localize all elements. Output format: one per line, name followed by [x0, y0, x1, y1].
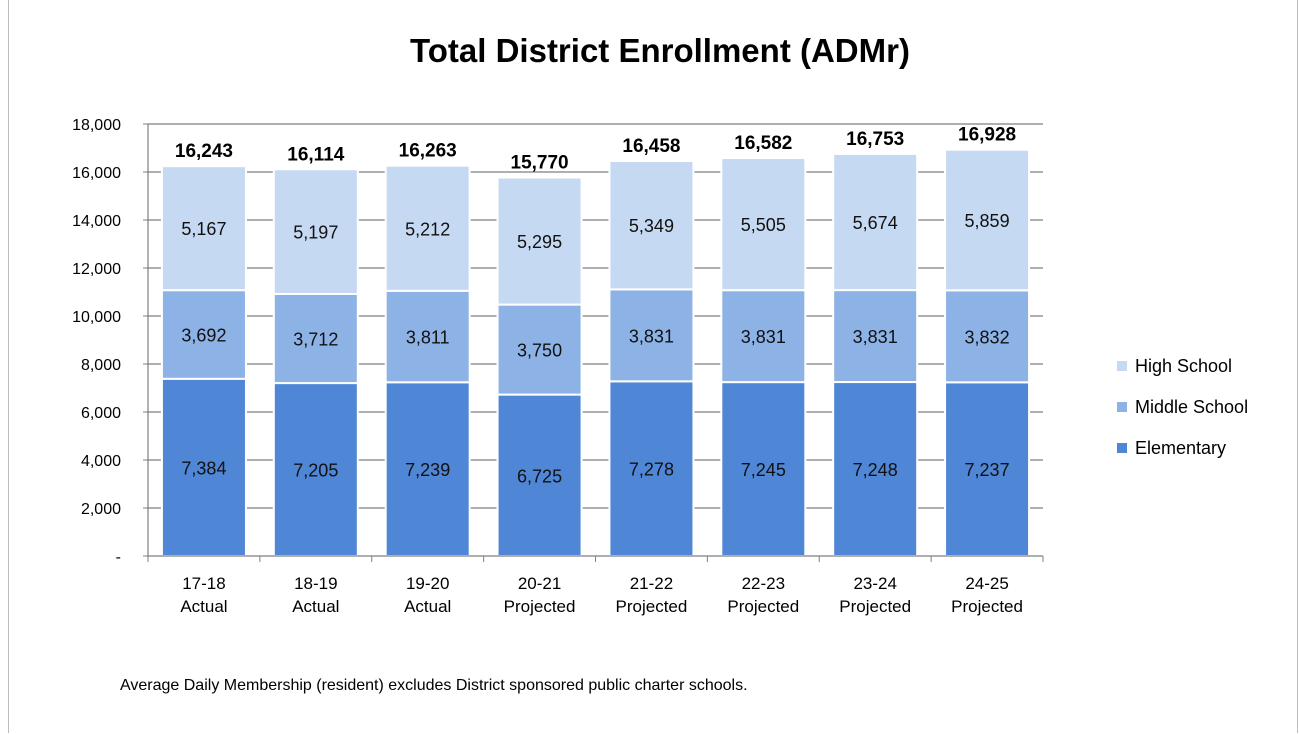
- bar-high-school: [608, 160, 695, 291]
- x-tick-label: 23-24: [853, 574, 896, 593]
- bar-elementary: [384, 381, 471, 557]
- data-label: 5,212: [405, 219, 450, 239]
- bar-high-school: [832, 152, 919, 292]
- data-label: 3,832: [965, 327, 1010, 347]
- bar-elementary: [608, 380, 695, 557]
- total-label: 16,114: [287, 144, 344, 165]
- data-label: 7,384: [181, 458, 226, 478]
- x-tick-label: Projected: [504, 597, 576, 616]
- bar-elementary: [272, 382, 359, 557]
- data-label: 3,831: [741, 327, 786, 347]
- bar-high-school: [720, 157, 807, 292]
- legend-label: Middle School: [1135, 397, 1248, 417]
- y-tick-label: 6,000: [81, 405, 121, 422]
- bar-middle-school: [272, 292, 359, 385]
- x-tick-label: 21-22: [630, 574, 673, 593]
- x-tick-label: Projected: [839, 597, 911, 616]
- legend-label: Elementary: [1135, 438, 1226, 458]
- data-label: 7,239: [405, 460, 450, 480]
- y-tick-label: 16,000: [72, 165, 121, 182]
- y-tick-label: 18,000: [72, 117, 121, 134]
- total-label: 16,263: [399, 141, 457, 162]
- bar-elementary: [720, 381, 807, 557]
- x-tick-label: 22-23: [742, 574, 785, 593]
- data-label: 6,725: [517, 466, 562, 486]
- chart-title: Total District Enrollment (ADMr): [410, 32, 910, 69]
- data-label: 7,205: [293, 461, 338, 481]
- data-label: 5,167: [181, 219, 226, 239]
- bar-high-school: [272, 168, 359, 295]
- x-tick-label: Actual: [404, 597, 451, 616]
- bar-elementary: [496, 393, 583, 557]
- data-labels: 7,384 3,692 5,167 16,243 7,205 3,712 5,197 16,1…: [175, 125, 1016, 487]
- total-label: 15,770: [511, 153, 569, 174]
- bar-high-school: [496, 176, 583, 306]
- x-tick-label: Projected: [616, 597, 688, 616]
- axes: - 2,000 4,000 6,000 8,000 10,000 12,000 14,000 1…: [72, 117, 1044, 616]
- x-tick-label: Projected: [727, 597, 799, 616]
- bars: [160, 148, 1031, 558]
- bar-high-school: [944, 148, 1031, 292]
- data-label: 7,248: [853, 460, 898, 480]
- data-label: 3,831: [853, 327, 898, 347]
- x-tick-label: Projected: [951, 597, 1023, 616]
- total-label: 16,582: [734, 133, 792, 154]
- legend-swatch: [1117, 443, 1127, 453]
- data-label: 3,831: [629, 326, 674, 346]
- legend-swatch: [1117, 361, 1127, 371]
- data-label: 3,750: [517, 341, 562, 361]
- data-label: 7,245: [741, 460, 786, 480]
- y-tick-label: -: [116, 549, 121, 566]
- x-tick-label: Actual: [180, 597, 227, 616]
- bar-high-school: [160, 165, 247, 292]
- data-label: 5,349: [629, 216, 674, 236]
- y-tick-label: 14,000: [72, 213, 121, 230]
- data-label: 5,505: [741, 215, 786, 235]
- data-label: 3,692: [181, 325, 226, 345]
- total-label: 16,243: [175, 141, 233, 162]
- bar-middle-school: [832, 289, 919, 384]
- total-label: 16,458: [622, 136, 680, 157]
- bar-middle-school: [160, 289, 247, 380]
- x-tick-label: 17-18: [182, 574, 225, 593]
- bar-middle-school: [608, 288, 695, 383]
- data-label: 5,859: [965, 211, 1010, 231]
- y-tick-label: 10,000: [72, 309, 121, 326]
- total-label: 16,928: [958, 125, 1016, 146]
- data-label: 5,295: [517, 232, 562, 252]
- data-label: 5,674: [853, 213, 898, 233]
- data-label: 3,811: [406, 328, 450, 348]
- x-tick-label: 24-25: [965, 574, 1008, 593]
- bar-middle-school: [496, 303, 583, 396]
- bar-high-school: [384, 164, 471, 292]
- bar-middle-school: [720, 289, 807, 384]
- y-tick-label: 2,000: [81, 501, 121, 518]
- legend: High School Middle School Elementary: [1117, 356, 1248, 458]
- bar-middle-school: [384, 289, 471, 384]
- y-tick-label: 12,000: [72, 261, 121, 278]
- legend-label: High School: [1135, 356, 1232, 376]
- x-tick-label: 18-19: [294, 574, 337, 593]
- x-tick-label: 20-21: [518, 574, 561, 593]
- data-label: 5,197: [293, 223, 338, 243]
- legend-swatch: [1117, 402, 1127, 412]
- data-label: 7,237: [965, 460, 1010, 480]
- chart-frame: [8, 0, 1298, 733]
- footnote: Average Daily Membership (resident) excl…: [120, 677, 748, 694]
- data-label: 3,712: [293, 330, 338, 350]
- data-label: 7,278: [629, 460, 674, 480]
- x-tick-label: 19-20: [406, 574, 449, 593]
- total-label: 16,753: [846, 129, 904, 150]
- y-tick-label: 8,000: [81, 357, 121, 374]
- x-tick-label: Actual: [292, 597, 339, 616]
- y-tick-label: 4,000: [81, 453, 121, 470]
